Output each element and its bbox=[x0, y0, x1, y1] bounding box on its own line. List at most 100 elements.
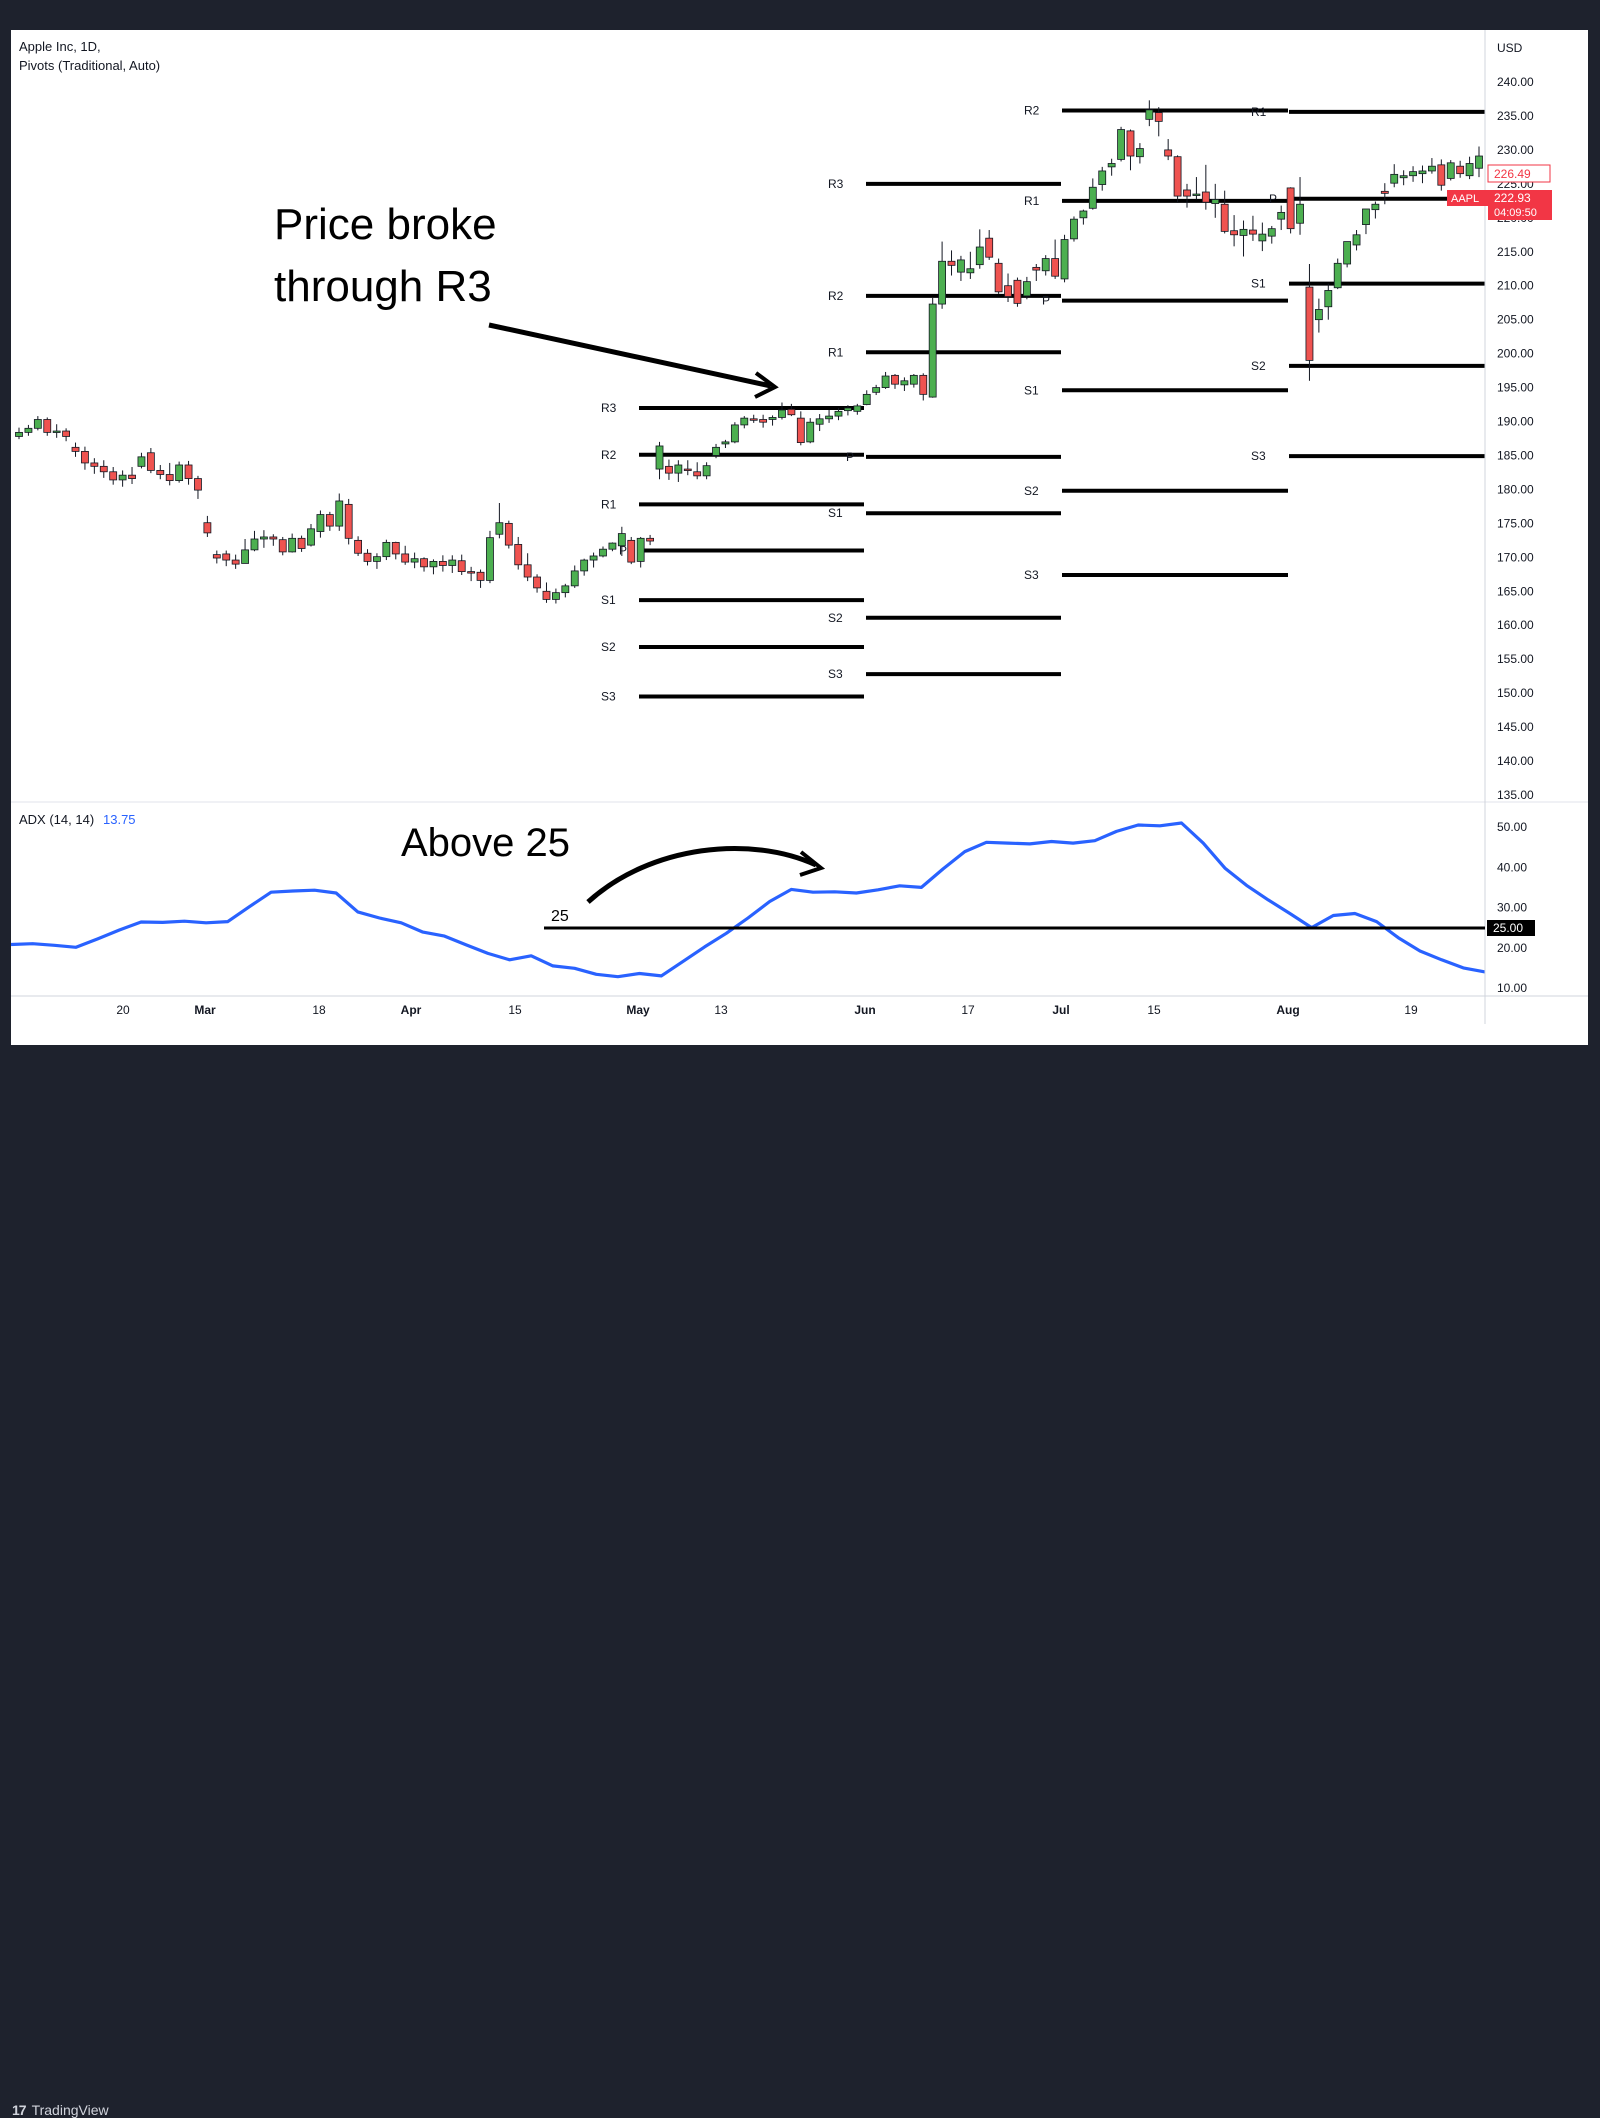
candle-body bbox=[43, 419, 52, 433]
candle-body bbox=[693, 471, 702, 477]
price-tick-label: 145.00 bbox=[1497, 720, 1534, 734]
adx-axis[interactable]: 50.00 40.00 30.00 20.00 10.00 bbox=[1497, 820, 1527, 995]
candle bbox=[1154, 107, 1163, 137]
candle bbox=[457, 554, 466, 575]
candle bbox=[1126, 129, 1135, 171]
candle-body bbox=[1079, 210, 1088, 219]
candle bbox=[363, 549, 372, 566]
candle-body bbox=[260, 536, 268, 540]
candle bbox=[787, 403, 796, 417]
annotation-price-broke-line2: through R3 bbox=[274, 262, 492, 311]
candle bbox=[891, 373, 899, 389]
candle bbox=[109, 467, 118, 485]
candle bbox=[33, 416, 42, 431]
adx-level-label: 25 bbox=[551, 908, 569, 925]
candle-body bbox=[203, 522, 212, 534]
pivot-label-s3: S3 bbox=[1024, 568, 1039, 582]
candle-body bbox=[194, 478, 202, 491]
candle bbox=[900, 377, 909, 391]
price-tick-label: 180.00 bbox=[1497, 482, 1534, 496]
pivot-label-s2: S2 bbox=[1024, 484, 1039, 498]
adx-level-badge: 25.00 bbox=[1493, 921, 1523, 935]
candle bbox=[137, 452, 146, 469]
candle-body bbox=[796, 417, 805, 443]
price-tick-label: 155.00 bbox=[1497, 652, 1534, 666]
candle-body bbox=[99, 465, 108, 473]
candle-body bbox=[1456, 165, 1465, 175]
candle bbox=[599, 546, 607, 558]
candle-body bbox=[872, 387, 881, 393]
tradingview-logo-icon: 17 bbox=[12, 2102, 27, 2118]
candle bbox=[1475, 146, 1483, 178]
candle-body bbox=[683, 468, 692, 471]
candle bbox=[128, 467, 136, 484]
symbol-badge-bg bbox=[1447, 190, 1489, 206]
pivot-label-r3: R3 bbox=[828, 177, 844, 191]
currency-label[interactable]: USD bbox=[1497, 41, 1523, 55]
candle bbox=[1022, 276, 1031, 300]
candle bbox=[62, 428, 70, 442]
adx-line[interactable] bbox=[11, 821, 1486, 979]
candle-body bbox=[382, 541, 391, 558]
candle-body bbox=[438, 561, 447, 566]
annotation-arrow-adx bbox=[586, 845, 826, 904]
candle-body bbox=[1343, 241, 1352, 265]
candle-body bbox=[184, 464, 193, 479]
time-tick-label: 15 bbox=[1147, 1003, 1161, 1017]
candle bbox=[1173, 155, 1182, 203]
adx-tick-label: 50.00 bbox=[1497, 820, 1527, 834]
candle bbox=[646, 534, 654, 546]
time-tick-label: Mar bbox=[194, 1003, 216, 1017]
candle bbox=[420, 557, 428, 572]
candle-body bbox=[420, 558, 428, 568]
indicator-title: Pivots (Traditional, Auto) bbox=[19, 58, 160, 73]
candle-body bbox=[1183, 189, 1191, 197]
window-frame-top bbox=[0, 0, 1600, 30]
candle bbox=[1314, 298, 1323, 333]
chart-canvas[interactable]: Apple Inc, 1D, Pivots (Traditional, Auto… bbox=[11, 30, 1588, 1045]
candle-body bbox=[636, 537, 645, 562]
candle-body bbox=[33, 419, 42, 429]
candle bbox=[1437, 159, 1446, 191]
candle bbox=[231, 554, 240, 569]
time-tick-label: 19 bbox=[1404, 1003, 1418, 1017]
candle-body bbox=[1173, 156, 1182, 197]
time-axis[interactable]: 20 Mar 18 Apr 15 May 13 Jun 17 Jul 15 Aug 19 bbox=[116, 1003, 1418, 1017]
candle bbox=[391, 541, 400, 560]
time-tick-label: 18 bbox=[312, 1003, 326, 1017]
candle-body bbox=[429, 561, 438, 568]
annotation-price-broke-line1: Price broke bbox=[274, 200, 497, 249]
candle bbox=[1267, 225, 1276, 244]
price-tick-label: 215.00 bbox=[1497, 245, 1534, 259]
candle bbox=[165, 462, 174, 486]
candle bbox=[382, 539, 391, 561]
pivot-label-p: P bbox=[846, 450, 854, 464]
candle bbox=[1446, 160, 1455, 181]
adx-title[interactable]: ADX (14, 14) bbox=[19, 812, 94, 827]
candle-body bbox=[655, 445, 664, 470]
candle-body bbox=[514, 544, 523, 566]
candle bbox=[570, 565, 579, 588]
candle-body bbox=[504, 522, 513, 546]
chart-background bbox=[11, 30, 1588, 1045]
candle bbox=[514, 536, 523, 570]
candle-body bbox=[938, 260, 946, 305]
candle bbox=[589, 552, 598, 568]
candle bbox=[81, 446, 89, 470]
price-tick-label: 200.00 bbox=[1497, 347, 1534, 361]
candle bbox=[269, 534, 278, 546]
candle-body bbox=[891, 374, 899, 385]
candle-body bbox=[71, 446, 80, 452]
candle-body bbox=[1004, 285, 1012, 297]
candle-body bbox=[702, 465, 711, 477]
candle bbox=[316, 510, 325, 538]
candle-body bbox=[1409, 171, 1417, 177]
adx-tick-label: 40.00 bbox=[1497, 860, 1527, 874]
time-tick-label: Aug bbox=[1276, 1003, 1299, 1017]
candle-body bbox=[307, 528, 315, 546]
price-tick-label: 240.00 bbox=[1497, 75, 1534, 89]
tradingview-brand[interactable]: 17 TradingView bbox=[12, 2102, 109, 2118]
candle-body bbox=[1286, 187, 1295, 230]
candle bbox=[1192, 177, 1201, 200]
candle bbox=[307, 524, 315, 547]
